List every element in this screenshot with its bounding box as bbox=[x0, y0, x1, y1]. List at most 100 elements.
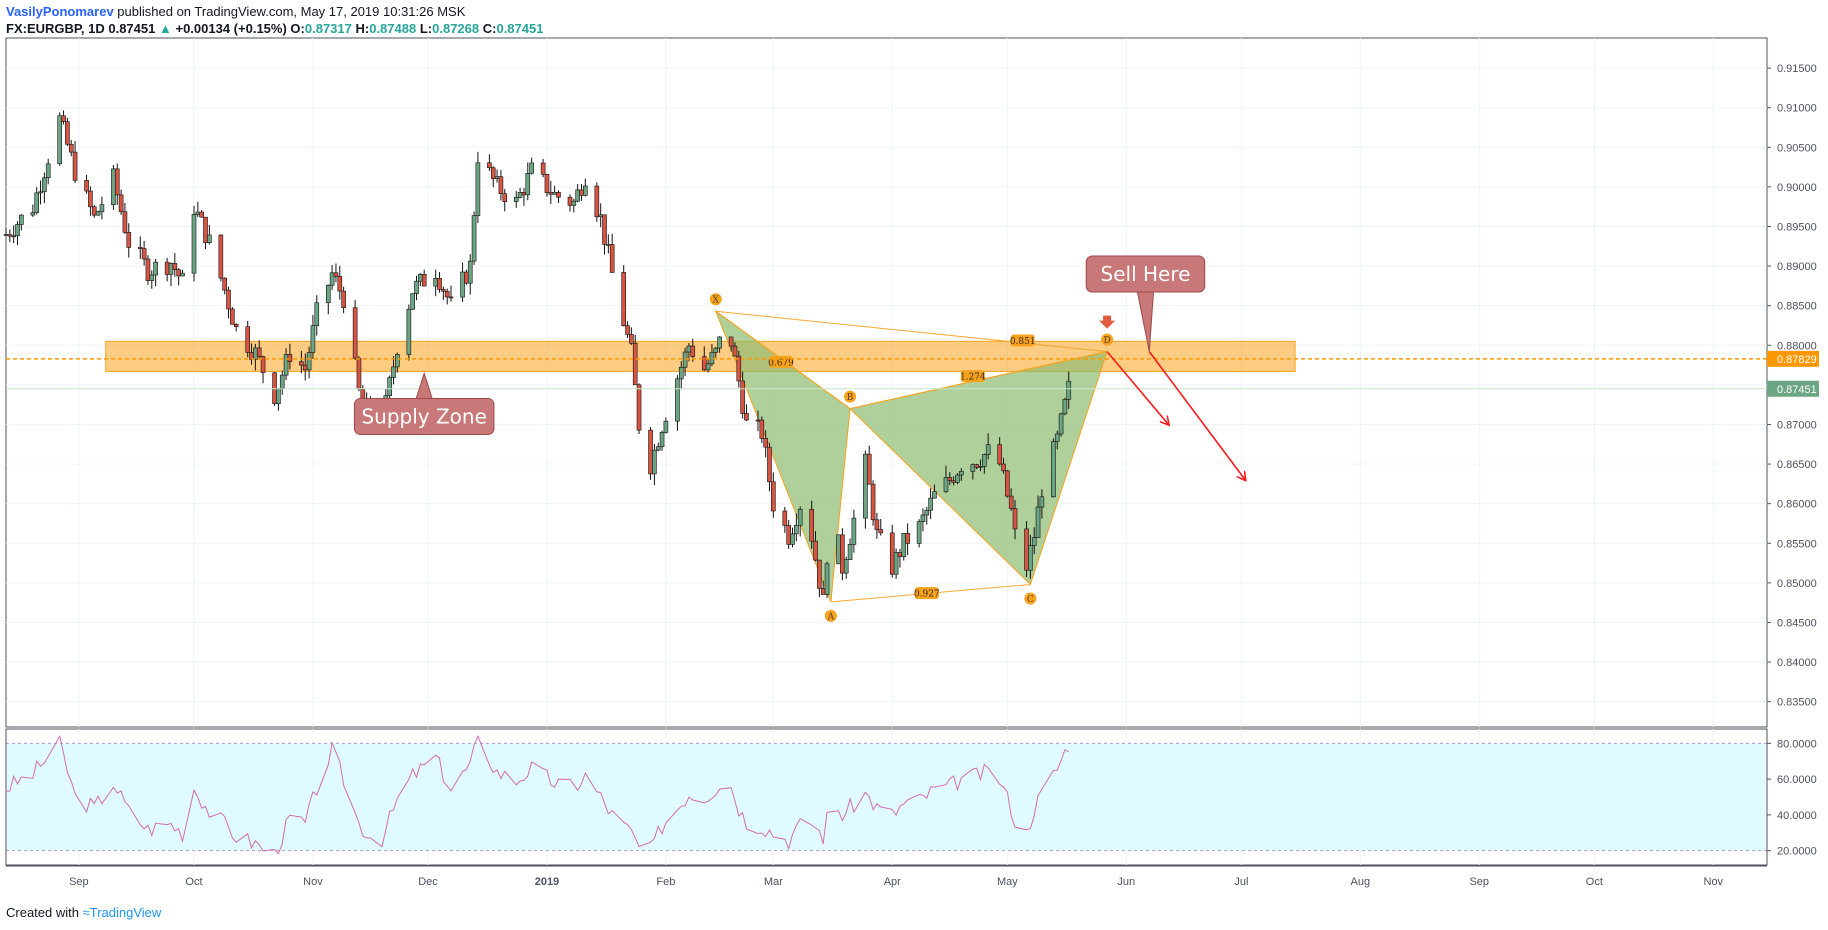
candle bbox=[475, 151, 481, 223]
candle bbox=[1039, 489, 1045, 519]
candle-body bbox=[1005, 470, 1010, 497]
candle bbox=[824, 561, 830, 598]
candle bbox=[1024, 521, 1029, 578]
candle-body bbox=[95, 211, 101, 216]
candle-body bbox=[817, 559, 822, 589]
x-tick-label: Nov bbox=[1704, 876, 1724, 888]
candle-body bbox=[552, 191, 557, 195]
y-tick-label: 0.88000 bbox=[1777, 340, 1817, 352]
candle bbox=[732, 342, 738, 357]
candle-body bbox=[141, 248, 147, 260]
high-value: 0.87488 bbox=[369, 21, 417, 36]
x-tick-label: May bbox=[997, 876, 1018, 888]
candle-body bbox=[448, 296, 454, 299]
pattern-point-marker bbox=[709, 293, 722, 306]
candle-body bbox=[521, 192, 527, 196]
candle-body bbox=[916, 521, 922, 544]
candle-body bbox=[782, 510, 788, 526]
symbol-name[interactable]: FX:EURGBP, 1D bbox=[6, 21, 105, 36]
down-arrow-icon bbox=[1099, 315, 1116, 329]
candle-body bbox=[279, 374, 285, 389]
candle-body bbox=[15, 224, 20, 237]
pattern-point-label-b: B bbox=[847, 393, 854, 403]
ratio-label: 0.679 bbox=[768, 358, 794, 368]
candle-body bbox=[755, 419, 761, 422]
candle-body bbox=[567, 196, 573, 206]
candle-body bbox=[502, 193, 508, 202]
pattern-point-label-a: A bbox=[827, 612, 835, 622]
candle bbox=[180, 269, 185, 277]
candle-body bbox=[663, 420, 669, 433]
supply-zone-callout: Supply Zone bbox=[353, 371, 495, 436]
x-tick-label: Sep bbox=[1469, 876, 1489, 888]
candle-body bbox=[790, 533, 795, 545]
rsi-tick-label: 20.0000 bbox=[1777, 846, 1817, 858]
candle-body bbox=[145, 258, 151, 281]
x-tick-label: Dec bbox=[418, 876, 438, 888]
candle-body bbox=[11, 235, 16, 238]
candle-body bbox=[1062, 399, 1068, 415]
y-tick-label: 0.91000 bbox=[1777, 103, 1817, 115]
y-tick-label: 0.84000 bbox=[1777, 657, 1817, 669]
ratio-label: 0.851 bbox=[1010, 337, 1036, 347]
high-label: H: bbox=[355, 21, 370, 36]
candle bbox=[959, 468, 964, 481]
candle-body bbox=[57, 115, 63, 165]
candle-body bbox=[713, 347, 719, 353]
tradingview-link[interactable]: TradingView bbox=[89, 905, 162, 920]
candle bbox=[444, 288, 450, 305]
candle bbox=[460, 262, 465, 302]
candle bbox=[736, 350, 742, 388]
candle-body bbox=[920, 514, 926, 522]
x-tick-label: Jul bbox=[1234, 876, 1248, 888]
candle-body bbox=[356, 357, 362, 390]
candle bbox=[199, 210, 204, 218]
candle bbox=[88, 186, 93, 216]
candle bbox=[153, 258, 158, 287]
candle bbox=[889, 524, 895, 578]
candle-body bbox=[598, 214, 603, 218]
author-link[interactable]: VasilyPonomarev bbox=[6, 4, 114, 19]
candle bbox=[172, 253, 178, 277]
candle bbox=[583, 178, 588, 197]
candle-body bbox=[947, 477, 953, 481]
candle-body bbox=[191, 214, 197, 274]
candle bbox=[782, 506, 788, 533]
candle bbox=[928, 488, 933, 520]
candle-body bbox=[1066, 380, 1072, 400]
candle-body bbox=[797, 508, 803, 526]
candle bbox=[609, 233, 615, 273]
candle bbox=[1062, 397, 1068, 416]
candle bbox=[556, 190, 561, 203]
candle-body bbox=[540, 162, 546, 175]
candle-body bbox=[636, 384, 642, 431]
candle bbox=[955, 473, 960, 485]
pattern-leg bbox=[715, 310, 1108, 353]
candle bbox=[448, 285, 454, 302]
candle bbox=[920, 508, 926, 532]
rsi-tick-label: 80.0000 bbox=[1777, 738, 1817, 750]
candle-body bbox=[943, 477, 949, 492]
candle bbox=[333, 263, 339, 283]
candle-body bbox=[901, 532, 907, 558]
candle-body bbox=[230, 308, 235, 325]
candle bbox=[310, 314, 316, 359]
candle bbox=[329, 265, 335, 290]
y-tick-label: 0.90500 bbox=[1777, 142, 1817, 154]
pattern-point-marker bbox=[824, 609, 837, 622]
candle-body bbox=[260, 356, 266, 374]
candle-body bbox=[732, 345, 738, 357]
candle-body bbox=[655, 446, 661, 451]
candle-body bbox=[744, 413, 749, 421]
x-tick-label: Nov bbox=[303, 876, 323, 888]
candle-body bbox=[172, 263, 178, 270]
created-with-text: Created with bbox=[6, 905, 79, 920]
candle-body bbox=[203, 216, 208, 243]
close-value: 0.87451 bbox=[496, 21, 544, 36]
candle-body bbox=[932, 491, 937, 499]
candle bbox=[145, 255, 151, 285]
candle bbox=[42, 172, 47, 204]
candle bbox=[325, 284, 331, 315]
candle-body bbox=[705, 363, 711, 371]
